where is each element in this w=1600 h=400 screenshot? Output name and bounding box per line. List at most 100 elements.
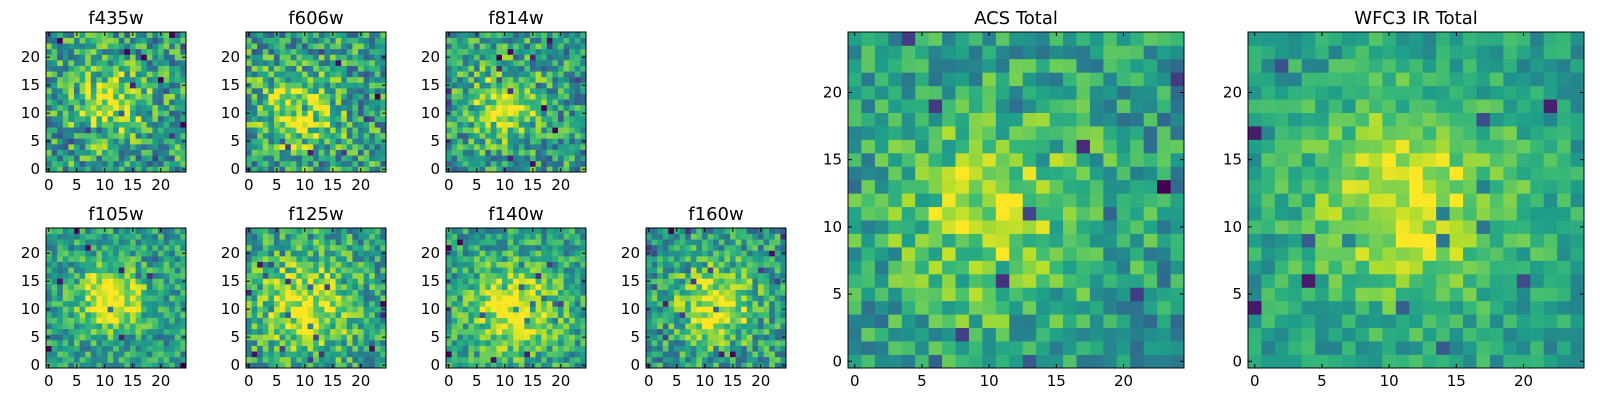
heatmap-cell [102,127,108,134]
heatmap-cell [85,88,92,94]
heatmap-cell [496,166,503,173]
heatmap-cell [848,314,862,329]
heatmap-cell [535,233,542,240]
heatmap-cell [741,250,748,257]
heatmap-cell [102,104,108,111]
heatmap-cell [268,284,275,290]
heatmap-cell [302,104,308,111]
heatmap-cell [668,334,675,341]
heatmap-cell [915,300,929,315]
heatmap-cell [513,54,520,61]
heatmap-cell [62,328,69,335]
heatmap-cell [774,261,781,268]
heatmap-cells [646,228,787,369]
heatmap-cell [262,345,269,352]
heatmap-cell [535,37,542,44]
heatmap-cell [968,206,983,221]
heatmap-cell [690,345,697,352]
heatmap-cell [118,317,125,324]
heatmap-cell [507,65,514,72]
heatmap-cell [279,317,286,324]
heatmap-cell [96,127,103,134]
heatmap-cell [268,233,275,240]
heatmap-cell [79,48,86,55]
heatmap-cell [707,278,714,285]
heatmap-cell [118,166,125,173]
heatmap-cell [374,267,381,274]
heatmap-cell [152,65,159,72]
heatmap-cell [541,284,548,290]
heatmap-cell [62,312,69,318]
heatmap-cell [474,144,480,150]
heatmap-cell [113,132,120,139]
heatmap-cell [1022,314,1037,329]
heatmap-cell [68,37,75,44]
heatmap-cell [518,43,525,50]
heatmap-cell [152,127,159,134]
heatmap-cell [51,132,58,139]
heatmap-cell [490,300,497,307]
heatmap-cell [318,65,325,72]
heatmap-cell [535,166,542,173]
heatmap-cell [130,82,136,89]
heatmap-cell [163,300,170,307]
heatmap-cell [358,244,364,251]
heatmap-cell [180,317,187,324]
heatmap-cell [158,278,164,285]
heatmap-cell [730,272,736,279]
heatmap-cell [474,317,480,324]
heatmap-cell [535,93,542,100]
heatmap-cell [518,256,525,262]
heatmap-cell [752,239,759,246]
heatmap-cell [352,32,359,38]
heatmap-cell [118,289,125,296]
heatmap-cell [541,160,548,167]
heatmap-cell [180,160,187,167]
heatmap-cell [546,233,553,240]
heatmap-cell [462,306,469,313]
heatmap-cell [290,149,297,156]
heatmap-cell [535,228,542,234]
heatmap-cell [380,267,387,274]
heatmap-cell [1143,273,1158,288]
heatmap-cell [490,267,497,274]
heatmap-cell [285,306,292,313]
heatmap-cell [518,351,525,358]
heatmap-cell [769,272,776,279]
heatmap-cell [569,54,576,61]
heatmap-cell [546,99,553,106]
heatmap-cell [530,88,536,94]
heatmap-cell [352,166,359,173]
heatmap-cell [74,99,80,106]
heatmap-cell [369,166,376,173]
heatmap-cell [888,354,903,369]
heatmap-cell [85,345,92,352]
heatmap-cell [102,295,108,302]
heatmap-cell [90,233,97,240]
heatmap-cell [580,132,587,139]
heatmap-cell [713,278,720,285]
heatmap-cell [246,340,252,346]
heatmap-cell [274,239,280,246]
heatmap-cell [363,88,370,94]
heatmap-cell [158,155,164,162]
heatmap-cell [769,356,776,363]
heatmap-cell [90,312,97,318]
heatmap-cell [763,362,770,369]
heatmap-cell [330,110,336,117]
heatmap-cell [546,93,553,100]
heatmap-cell [302,312,308,318]
heatmap-cell [130,317,136,324]
heatmap-cell [169,104,176,111]
heatmap-cell [102,278,108,285]
heatmap-cell [563,334,570,341]
heatmap-cell [163,88,170,94]
heatmap-cell [485,48,492,55]
heatmap-cell [1036,273,1050,288]
heatmap-cell [51,362,58,369]
heatmap-cell [46,239,52,246]
heatmap-cell [90,138,97,145]
heatmap-cell [507,334,514,341]
heatmap-cell [302,261,308,268]
heatmap-cell [696,356,703,363]
